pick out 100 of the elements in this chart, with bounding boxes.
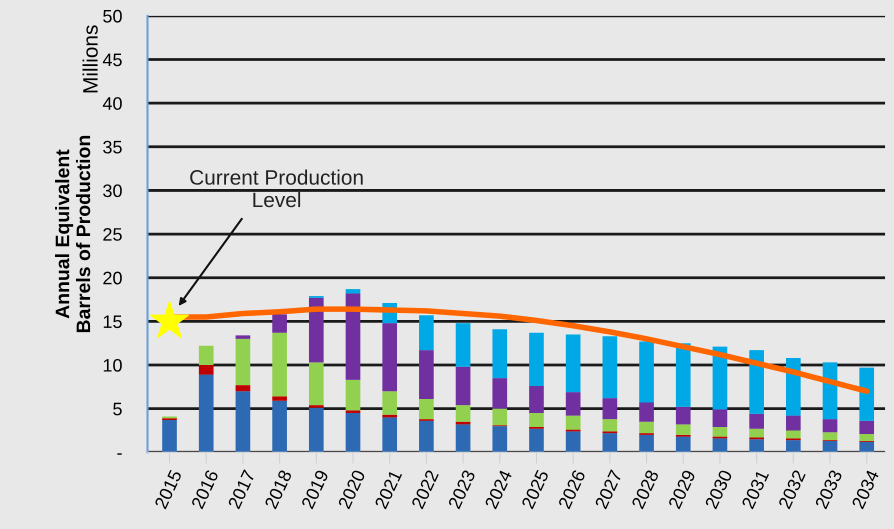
- bar: [786, 440, 801, 452]
- bar: [639, 341, 654, 403]
- x-tick-label: 2023: [448, 469, 476, 510]
- bar: [639, 422, 654, 434]
- bar: [236, 335, 250, 339]
- bar: [419, 399, 434, 420]
- bar: [198, 346, 214, 366]
- bar: [749, 414, 764, 429]
- bar: [749, 350, 764, 414]
- bar: [749, 439, 764, 452]
- bar: [529, 413, 544, 427]
- bar: [676, 406, 691, 424]
- bar: [382, 391, 398, 415]
- y-tick-label: 50: [103, 10, 122, 23]
- bar: [236, 385, 250, 392]
- bar: [822, 440, 838, 452]
- x-tick-label: 2031: [741, 469, 770, 510]
- bar: [712, 426, 728, 437]
- bar: [712, 346, 728, 410]
- bar: [419, 350, 434, 400]
- y-tick-label: 25: [103, 228, 122, 241]
- x-tick-label: 2029: [668, 469, 696, 510]
- bar: [639, 434, 654, 452]
- y-tick-label: 15: [104, 315, 122, 328]
- x-tick-label: 2030: [704, 469, 733, 510]
- x-tick-label: 2017: [228, 469, 256, 510]
- bar: [456, 422, 470, 424]
- bar: [566, 431, 580, 452]
- y-tick-label: 35: [103, 140, 122, 154]
- y-tick-label: 40: [102, 97, 122, 110]
- bar: [308, 408, 324, 452]
- bar: [308, 298, 324, 362]
- bar: [602, 398, 618, 420]
- y-tick-label: -: [117, 453, 122, 455]
- bar: [272, 314, 287, 333]
- bar: [859, 434, 874, 441]
- bar: [236, 338, 250, 386]
- bar: [602, 419, 618, 432]
- bar: [308, 405, 324, 408]
- bar: [456, 323, 470, 367]
- y-axis-title: Annual Equivalent Barrels of Production: [55, 136, 90, 332]
- bar: [346, 410, 360, 414]
- bar: [712, 438, 728, 452]
- bar: [566, 392, 580, 416]
- bar: [492, 408, 508, 426]
- bar: [712, 410, 728, 427]
- x-tick-label: 2028: [631, 469, 660, 510]
- x-tick-label: 2019: [301, 469, 329, 510]
- bar: [382, 323, 398, 392]
- bar: [676, 436, 691, 452]
- x-tick-label: 2032: [778, 469, 806, 510]
- bar: [382, 417, 398, 452]
- bar: [566, 416, 580, 430]
- y-tick-label: 20: [103, 272, 122, 284]
- x-tick-label: 2034: [851, 468, 880, 510]
- x-tick-label: 2024: [484, 468, 512, 510]
- bar: [198, 365, 214, 375]
- bar: [492, 329, 508, 378]
- x-tick-label: 2016: [190, 469, 219, 510]
- bar: [786, 430, 801, 438]
- bar: [198, 374, 214, 452]
- x-tick-label: 2026: [558, 469, 586, 510]
- bar: [639, 402, 654, 422]
- bar: [676, 343, 691, 407]
- x-tick-label: 2022: [411, 469, 439, 510]
- bar: [162, 420, 177, 452]
- bar: [419, 315, 434, 350]
- bar: [859, 420, 874, 434]
- bar: [272, 396, 287, 401]
- y-tick-label: 45: [102, 54, 122, 66]
- bar: [529, 386, 544, 414]
- bar: [822, 419, 838, 432]
- bar: [346, 380, 360, 410]
- bar: [859, 442, 874, 452]
- bar: [529, 332, 544, 386]
- bar: [236, 391, 250, 452]
- bar: [786, 416, 801, 430]
- x-tick-label: 2027: [594, 469, 622, 510]
- bar: [456, 366, 470, 406]
- x-tick-label: 2020: [338, 469, 366, 510]
- text: Millions: [82, 25, 98, 92]
- x-tick-label: 2021: [374, 469, 402, 510]
- x-tick-label: 2025: [521, 469, 550, 510]
- x-tick-label: 2033: [814, 469, 843, 510]
- bar: [822, 432, 838, 440]
- bar: [749, 428, 764, 438]
- bar: [529, 428, 544, 452]
- bar: [456, 405, 470, 422]
- bar: [308, 362, 324, 406]
- bar: [859, 368, 874, 421]
- x-tick-label: 2015: [154, 469, 182, 510]
- x-tick-label: 2018: [264, 469, 292, 510]
- bar: [456, 424, 470, 452]
- bar: [676, 424, 691, 435]
- bar: [272, 332, 287, 396]
- bar: [602, 433, 618, 452]
- bar: [346, 293, 360, 380]
- bar: [419, 420, 434, 452]
- annotation: Current Production Level: [190, 170, 363, 208]
- y-tick-label: 10: [104, 358, 122, 372]
